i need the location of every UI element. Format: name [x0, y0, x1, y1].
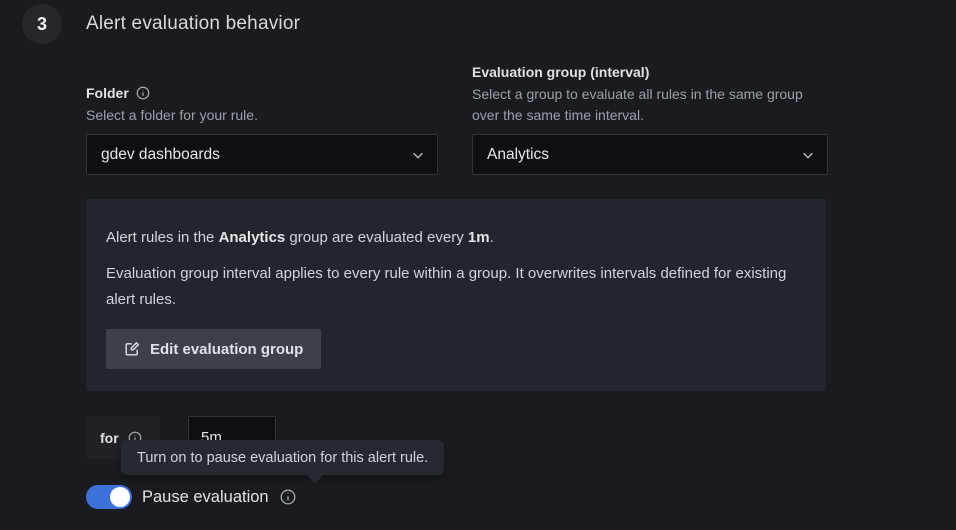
evaluation-group-description: Select a group to evaluate all rules in …: [472, 86, 803, 123]
interval-value: 1m: [467, 229, 490, 246]
folder-select-value: gdev dashboards: [101, 145, 220, 163]
pause-evaluation-label: Pause evaluation: [142, 487, 269, 506]
toggle-knob: [110, 487, 130, 507]
evaluation-group-label-row: Evaluation group (interval): [472, 62, 828, 82]
pause-tooltip: Turn on to pause evaluation for this ale…: [121, 440, 445, 475]
edit-evaluation-group-button[interactable]: Edit evaluation group: [106, 329, 322, 369]
pause-evaluation-toggle[interactable]: [86, 485, 132, 509]
info-icon[interactable]: [136, 86, 150, 100]
pending-period-and-pause: for Turn on to pause evaluation for this…: [86, 416, 956, 528]
fields-row: Folder Select a folder for your rule. gd…: [86, 62, 956, 175]
folder-label: Folder: [86, 85, 129, 101]
group-name: Analytics: [218, 229, 286, 246]
chevron-down-icon: [411, 148, 425, 162]
evaluation-group-select[interactable]: Analytics: [472, 134, 828, 175]
chevron-down-icon: [801, 148, 815, 162]
edit-button-label: Edit evaluation group: [150, 340, 304, 358]
evaluation-interval-note: Evaluation group interval applies to eve…: [106, 265, 787, 308]
step-header: 3 Alert evaluation behavior: [22, 4, 956, 44]
evaluation-summary-text: Alert rules in the Analytics group are e…: [106, 229, 494, 246]
pause-evaluation-row: Pause evaluation: [86, 485, 296, 509]
step-number-badge: 3: [22, 4, 62, 44]
edit-icon: [124, 341, 140, 357]
folder-field: Folder Select a folder for your rule. gd…: [86, 83, 438, 175]
pause-tooltip-text: Turn on to pause evaluation for this ale…: [137, 449, 429, 466]
evaluation-info-panel: Alert rules in the Analytics group are e…: [86, 199, 826, 391]
folder-description: Select a folder for your rule.: [86, 107, 258, 123]
evaluation-group-select-value: Analytics: [487, 145, 550, 163]
section-content: Folder Select a folder for your rule. gd…: [22, 62, 956, 528]
folder-select[interactable]: gdev dashboards: [86, 134, 438, 175]
evaluation-group-label: Evaluation group (interval): [472, 64, 650, 80]
folder-label-row: Folder: [86, 83, 438, 103]
for-label: for: [100, 429, 119, 446]
step-number: 3: [36, 13, 47, 34]
page-title: Alert evaluation behavior: [86, 13, 301, 34]
info-icon[interactable]: [280, 489, 296, 505]
evaluation-group-field: Evaluation group (interval) Select a gro…: [472, 62, 828, 175]
